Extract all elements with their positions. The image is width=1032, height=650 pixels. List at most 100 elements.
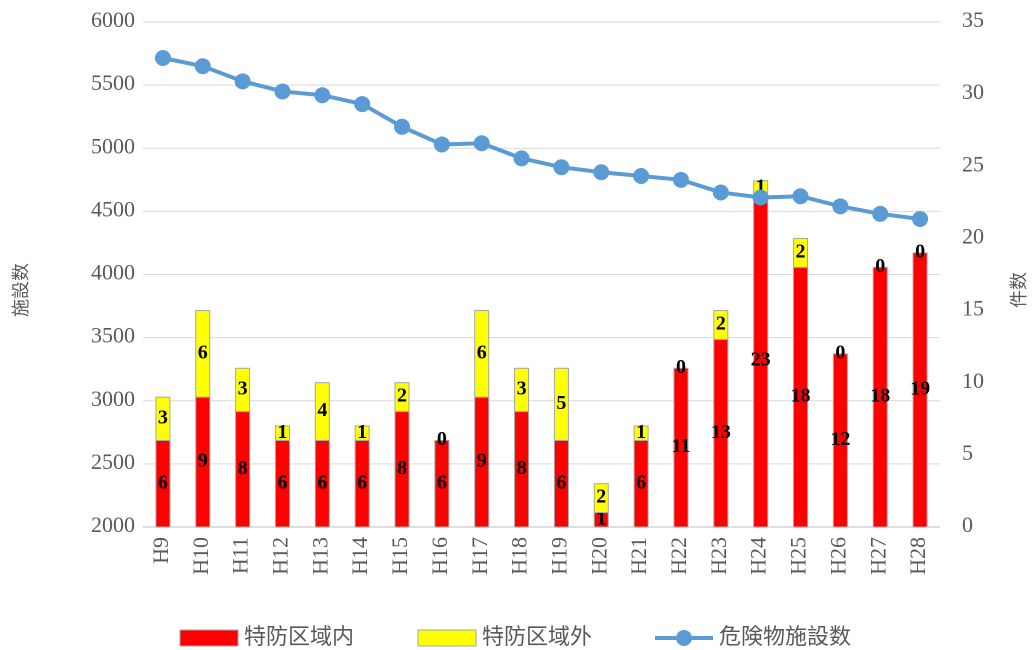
y2-tick-label: 35 xyxy=(962,7,984,32)
marker xyxy=(593,164,610,181)
x-tick-label: H14 xyxy=(347,537,372,575)
x-tick-label: H18 xyxy=(507,537,532,575)
data-label: 6 xyxy=(437,471,447,493)
bar xyxy=(354,425,370,441)
marker xyxy=(712,184,729,201)
y-tick-label: 4000 xyxy=(91,260,135,285)
x-tick-label: H11 xyxy=(228,537,253,574)
data-label: 6 xyxy=(556,471,566,493)
y-tick-label: 5500 xyxy=(91,70,135,95)
data-label: 12 xyxy=(830,428,850,450)
data-label: 1 xyxy=(277,421,287,443)
data-label: 4 xyxy=(317,399,327,421)
bar xyxy=(314,382,330,441)
y-tick-label: 4500 xyxy=(91,196,135,221)
bar xyxy=(434,439,450,528)
data-label: 2 xyxy=(716,313,726,335)
data-label: 0 xyxy=(915,240,925,262)
bar xyxy=(793,237,809,268)
x-tick-label: H12 xyxy=(268,537,293,575)
marker xyxy=(553,159,570,176)
data-label: 2 xyxy=(596,486,606,508)
data-label: 2 xyxy=(397,385,407,407)
data-label: 0 xyxy=(835,341,845,363)
data-label: 18 xyxy=(870,385,890,407)
marker xyxy=(792,188,809,205)
marker xyxy=(194,58,211,75)
bar xyxy=(553,367,569,441)
data-label: 6 xyxy=(477,341,487,363)
y-tick-label: 6000 xyxy=(91,7,135,32)
x-tick-label: H16 xyxy=(427,537,452,575)
y2-tick-label: 25 xyxy=(962,151,984,176)
legend-label: 危険物施設数 xyxy=(719,625,851,650)
y2-axis-label: 件数 xyxy=(1009,272,1030,308)
x-tick-label: H24 xyxy=(746,537,771,575)
data-label: 6 xyxy=(277,471,287,493)
data-label: 2 xyxy=(796,240,806,262)
data-label: 1 xyxy=(357,421,367,443)
bar xyxy=(195,310,211,398)
marker xyxy=(752,189,769,206)
bar xyxy=(155,396,171,441)
legend-swatch xyxy=(179,629,239,647)
data-label: 8 xyxy=(238,457,248,479)
bar xyxy=(235,367,251,413)
legend-label: 特防区域外 xyxy=(482,625,592,650)
marker xyxy=(832,198,849,215)
x-tick-label: H9 xyxy=(148,537,173,564)
y2-tick-label: 15 xyxy=(962,296,984,321)
x-tick-label: H10 xyxy=(188,537,213,575)
y-axis-label: 施設数 xyxy=(11,263,32,317)
data-label: 3 xyxy=(517,378,527,400)
y-tick-label: 5000 xyxy=(91,133,135,158)
data-label: 9 xyxy=(477,450,487,472)
y2-tick-label: 30 xyxy=(962,79,984,104)
data-label: 6 xyxy=(357,471,367,493)
data-label: 11 xyxy=(672,435,691,457)
data-label: 8 xyxy=(517,457,527,479)
x-tick-label: H13 xyxy=(307,537,332,575)
data-label: 1 xyxy=(756,176,766,198)
x-tick-label: H21 xyxy=(626,537,651,575)
y2-tick-label: 20 xyxy=(962,223,984,248)
data-label: 6 xyxy=(317,471,327,493)
bar xyxy=(872,266,888,528)
data-label: 5 xyxy=(556,392,566,414)
marker xyxy=(513,150,530,167)
y2-tick-label: 10 xyxy=(962,368,984,393)
legend-label: 特防区域内 xyxy=(244,625,354,650)
marker xyxy=(872,205,889,222)
legend-swatch xyxy=(676,630,692,646)
x-tick-label: H28 xyxy=(905,537,930,575)
data-label: 8 xyxy=(397,457,407,479)
y-tick-label: 3500 xyxy=(91,323,135,348)
x-tick-label: H26 xyxy=(825,537,850,575)
data-label: 0 xyxy=(676,356,686,378)
x-tick-label: H17 xyxy=(467,537,492,575)
marker xyxy=(154,49,171,66)
bar xyxy=(832,353,848,528)
data-label: 18 xyxy=(791,385,811,407)
y-tick-label: 3000 xyxy=(91,386,135,411)
data-label: 9 xyxy=(198,450,208,472)
data-label: 1 xyxy=(636,421,646,443)
data-label: 0 xyxy=(875,255,885,277)
marker xyxy=(354,96,371,113)
x-tick-label: H19 xyxy=(546,537,571,575)
bar xyxy=(474,310,490,398)
data-label: 6 xyxy=(158,471,168,493)
data-label: 6 xyxy=(198,341,208,363)
marker xyxy=(314,87,331,104)
data-label: 23 xyxy=(751,349,771,371)
marker xyxy=(672,171,689,188)
bar xyxy=(713,310,729,340)
data-label: 13 xyxy=(711,421,731,443)
bar xyxy=(633,425,649,441)
marker xyxy=(912,210,929,227)
bar xyxy=(673,367,689,528)
y2-tick-label: 0 xyxy=(962,512,973,537)
legend-swatch xyxy=(417,629,477,647)
y2-tick-label: 5 xyxy=(962,440,973,465)
